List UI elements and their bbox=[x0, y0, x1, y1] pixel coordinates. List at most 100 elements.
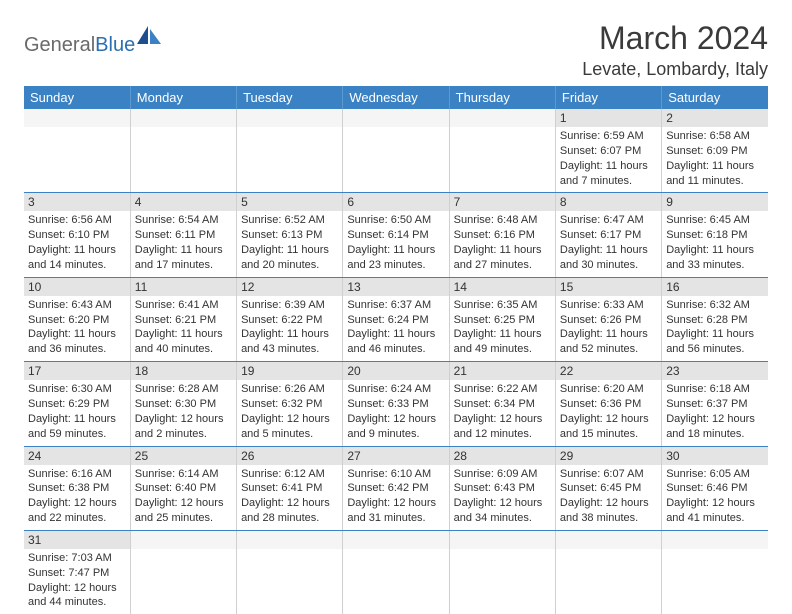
calendar-header-row: SundayMondayTuesdayWednesdayThursdayFrid… bbox=[24, 86, 768, 109]
empty-daynum bbox=[662, 531, 768, 549]
calendar-week: 24Sunrise: 6:16 AMSunset: 6:38 PMDayligh… bbox=[24, 446, 768, 530]
sunrise-line: Sunrise: 6:54 AM bbox=[135, 213, 232, 228]
day-info: Sunrise: 6:22 AMSunset: 6:34 PMDaylight:… bbox=[450, 380, 555, 445]
sunset-line: Sunset: 6:21 PM bbox=[135, 313, 232, 328]
day-number: 27 bbox=[343, 447, 448, 465]
calendar-cell: 19Sunrise: 6:26 AMSunset: 6:32 PMDayligh… bbox=[237, 362, 343, 446]
sunrise-line: Sunrise: 6:45 AM bbox=[666, 213, 764, 228]
sunset-line: Sunset: 6:13 PM bbox=[241, 228, 338, 243]
day-info: Sunrise: 7:03 AMSunset: 7:47 PMDaylight:… bbox=[24, 549, 130, 614]
calendar-cell: 16Sunrise: 6:32 AMSunset: 6:28 PMDayligh… bbox=[662, 277, 768, 361]
day-number: 16 bbox=[662, 278, 768, 296]
sunset-line: Sunset: 6:34 PM bbox=[454, 397, 551, 412]
calendar-cell: 20Sunrise: 6:24 AMSunset: 6:33 PMDayligh… bbox=[343, 362, 449, 446]
daylight-line: Daylight: 11 hours and 23 minutes. bbox=[347, 243, 444, 273]
sunrise-line: Sunrise: 6:32 AM bbox=[666, 298, 764, 313]
day-number: 6 bbox=[343, 193, 448, 211]
sunrise-line: Sunrise: 6:56 AM bbox=[28, 213, 126, 228]
daylight-line: Daylight: 11 hours and 11 minutes. bbox=[666, 159, 764, 189]
day-info: Sunrise: 6:07 AMSunset: 6:45 PMDaylight:… bbox=[556, 465, 661, 530]
sunrise-line: Sunrise: 6:30 AM bbox=[28, 382, 126, 397]
day-info: Sunrise: 6:37 AMSunset: 6:24 PMDaylight:… bbox=[343, 296, 448, 361]
sunset-line: Sunset: 6:32 PM bbox=[241, 397, 338, 412]
calendar-cell: 10Sunrise: 6:43 AMSunset: 6:20 PMDayligh… bbox=[24, 277, 130, 361]
calendar-cell: 17Sunrise: 6:30 AMSunset: 6:29 PMDayligh… bbox=[24, 362, 130, 446]
daylight-line: Daylight: 12 hours and 44 minutes. bbox=[28, 581, 126, 611]
calendar-body: 1Sunrise: 6:59 AMSunset: 6:07 PMDaylight… bbox=[24, 109, 768, 614]
sunrise-line: Sunrise: 6:50 AM bbox=[347, 213, 444, 228]
day-number: 22 bbox=[556, 362, 661, 380]
day-header: Saturday bbox=[662, 86, 768, 109]
sunrise-line: Sunrise: 6:26 AM bbox=[241, 382, 338, 397]
day-header: Monday bbox=[130, 86, 236, 109]
day-number: 8 bbox=[556, 193, 661, 211]
day-number: 25 bbox=[131, 447, 236, 465]
calendar-cell: 30Sunrise: 6:05 AMSunset: 6:46 PMDayligh… bbox=[662, 446, 768, 530]
day-number: 15 bbox=[556, 278, 661, 296]
day-info: Sunrise: 6:26 AMSunset: 6:32 PMDaylight:… bbox=[237, 380, 342, 445]
calendar-cell bbox=[662, 530, 768, 614]
daylight-line: Daylight: 11 hours and 30 minutes. bbox=[560, 243, 657, 273]
month-title: March 2024 bbox=[582, 20, 768, 57]
day-info: Sunrise: 6:35 AMSunset: 6:25 PMDaylight:… bbox=[450, 296, 555, 361]
sunset-line: Sunset: 6:45 PM bbox=[560, 481, 657, 496]
calendar-cell: 25Sunrise: 6:14 AMSunset: 6:40 PMDayligh… bbox=[130, 446, 236, 530]
day-number: 7 bbox=[450, 193, 555, 211]
sunrise-line: Sunrise: 6:12 AM bbox=[241, 467, 338, 482]
logo: GeneralBlue bbox=[24, 26, 163, 65]
sunrise-line: Sunrise: 6:39 AM bbox=[241, 298, 338, 313]
calendar-cell: 1Sunrise: 6:59 AMSunset: 6:07 PMDaylight… bbox=[555, 109, 661, 193]
calendar-cell: 11Sunrise: 6:41 AMSunset: 6:21 PMDayligh… bbox=[130, 277, 236, 361]
sunset-line: Sunset: 6:42 PM bbox=[347, 481, 444, 496]
calendar-cell: 8Sunrise: 6:47 AMSunset: 6:17 PMDaylight… bbox=[555, 193, 661, 277]
sunset-line: Sunset: 6:24 PM bbox=[347, 313, 444, 328]
calendar-cell bbox=[130, 109, 236, 193]
logo-text: GeneralBlue bbox=[24, 34, 135, 57]
sunrise-line: Sunrise: 6:28 AM bbox=[135, 382, 232, 397]
daylight-line: Daylight: 11 hours and 20 minutes. bbox=[241, 243, 338, 273]
sunrise-line: Sunrise: 6:16 AM bbox=[28, 467, 126, 482]
day-number: 11 bbox=[131, 278, 236, 296]
day-number: 2 bbox=[662, 109, 768, 127]
sunrise-line: Sunrise: 6:35 AM bbox=[454, 298, 551, 313]
day-info: Sunrise: 6:14 AMSunset: 6:40 PMDaylight:… bbox=[131, 465, 236, 530]
daylight-line: Daylight: 11 hours and 33 minutes. bbox=[666, 243, 764, 273]
day-number: 18 bbox=[131, 362, 236, 380]
calendar-cell: 27Sunrise: 6:10 AMSunset: 6:42 PMDayligh… bbox=[343, 446, 449, 530]
sunrise-line: Sunrise: 6:43 AM bbox=[28, 298, 126, 313]
calendar-cell: 29Sunrise: 6:07 AMSunset: 6:45 PMDayligh… bbox=[555, 446, 661, 530]
sunrise-line: Sunrise: 6:33 AM bbox=[560, 298, 657, 313]
day-info: Sunrise: 6:09 AMSunset: 6:43 PMDaylight:… bbox=[450, 465, 555, 530]
sunrise-line: Sunrise: 6:24 AM bbox=[347, 382, 444, 397]
sunrise-line: Sunrise: 6:20 AM bbox=[560, 382, 657, 397]
day-number: 17 bbox=[24, 362, 130, 380]
day-number: 31 bbox=[24, 531, 130, 549]
day-info: Sunrise: 6:28 AMSunset: 6:30 PMDaylight:… bbox=[131, 380, 236, 445]
header: GeneralBlue March 2024 Levate, Lombardy,… bbox=[24, 20, 768, 80]
daylight-line: Daylight: 12 hours and 28 minutes. bbox=[241, 496, 338, 526]
sunset-line: Sunset: 6:14 PM bbox=[347, 228, 444, 243]
sunrise-line: Sunrise: 6:05 AM bbox=[666, 467, 764, 482]
daylight-line: Daylight: 12 hours and 25 minutes. bbox=[135, 496, 232, 526]
sunrise-line: Sunrise: 6:09 AM bbox=[454, 467, 551, 482]
sunset-line: Sunset: 6:41 PM bbox=[241, 481, 338, 496]
calendar-cell bbox=[449, 109, 555, 193]
day-number: 3 bbox=[24, 193, 130, 211]
sunset-line: Sunset: 6:26 PM bbox=[560, 313, 657, 328]
calendar-week: 31Sunrise: 7:03 AMSunset: 7:47 PMDayligh… bbox=[24, 530, 768, 614]
day-header: Friday bbox=[555, 86, 661, 109]
day-info: Sunrise: 6:43 AMSunset: 6:20 PMDaylight:… bbox=[24, 296, 130, 361]
sunrise-line: Sunrise: 6:48 AM bbox=[454, 213, 551, 228]
sunset-line: Sunset: 6:18 PM bbox=[666, 228, 764, 243]
sunrise-line: Sunrise: 6:59 AM bbox=[560, 129, 657, 144]
calendar-cell: 28Sunrise: 6:09 AMSunset: 6:43 PMDayligh… bbox=[449, 446, 555, 530]
calendar-cell: 21Sunrise: 6:22 AMSunset: 6:34 PMDayligh… bbox=[449, 362, 555, 446]
day-header: Thursday bbox=[449, 86, 555, 109]
day-info: Sunrise: 6:45 AMSunset: 6:18 PMDaylight:… bbox=[662, 211, 768, 276]
daylight-line: Daylight: 12 hours and 41 minutes. bbox=[666, 496, 764, 526]
day-number: 29 bbox=[556, 447, 661, 465]
sunset-line: Sunset: 6:11 PM bbox=[135, 228, 232, 243]
daylight-line: Daylight: 11 hours and 7 minutes. bbox=[560, 159, 657, 189]
calendar-table: SundayMondayTuesdayWednesdayThursdayFrid… bbox=[24, 86, 768, 614]
daylight-line: Daylight: 11 hours and 27 minutes. bbox=[454, 243, 551, 273]
